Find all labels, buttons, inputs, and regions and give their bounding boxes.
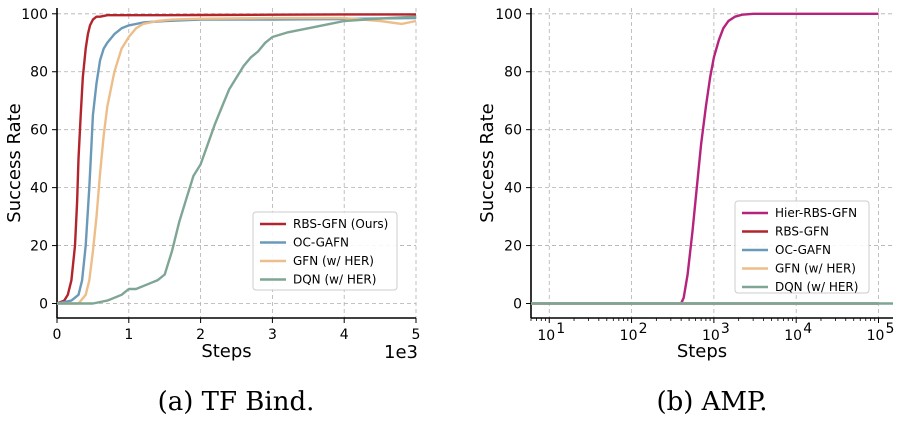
series-line-0	[56, 13, 416, 305]
y-axis-label: Success Rate	[4, 103, 25, 222]
x-tick-label: 1	[124, 327, 133, 343]
x-tick-exponent: 4	[803, 321, 812, 337]
legend-entry: Hier-RBS-GFN	[775, 206, 857, 220]
y-tick-label: 40	[30, 181, 48, 197]
x-axis-label: Steps	[677, 341, 727, 362]
y-tick-label: 0	[39, 297, 48, 313]
y-tick-label: 60	[504, 123, 522, 139]
legend-entry: RBS-GFN (Ours)	[293, 217, 388, 231]
x-scale-label: 1e3	[384, 342, 418, 363]
y-tick-label: 0	[513, 297, 522, 313]
y-tick-label: 20	[504, 239, 522, 255]
x-tick-label: 5	[412, 327, 421, 343]
y-axis-label: Success Rate	[477, 103, 498, 222]
series-line-2	[57, 16, 417, 305]
x-tick-label: 10	[537, 328, 555, 344]
legend-entry: RBS-GFN	[775, 225, 829, 239]
x-tick-label: 4	[340, 327, 349, 343]
x-tick-exponent: 1	[556, 321, 565, 337]
legend: Hier-RBS-GFN RBS-GFN OC-GAFN GFN (w/ HER) DQ…	[734, 200, 870, 294]
y-tick-label: 60	[30, 123, 48, 139]
y-tick-label: 80	[504, 65, 522, 81]
legend-entry: OC-GAFN	[293, 236, 349, 250]
legend-entry: OC-GAFN	[775, 243, 831, 257]
legend: RBS-GFN (Ours) OC-GAFN GFN (w/ HER) DQN (w/…	[252, 211, 398, 291]
x-tick-label: 10	[620, 328, 638, 344]
y-tick-label: 100	[21, 7, 48, 23]
chart-caption: (b) AMP.	[656, 387, 767, 417]
legend-entry: GFN (w/ HER)	[775, 262, 856, 276]
x-tick-label: 10	[867, 328, 885, 344]
legend-box	[734, 200, 870, 294]
y-tick-label: 80	[30, 65, 48, 81]
series-line-0	[531, 12, 879, 305]
y-tick-label: 20	[30, 239, 48, 255]
x-tick-exponent: 2	[639, 321, 648, 337]
x-tick-label: 3	[268, 327, 277, 343]
x-axis-label: Steps	[201, 341, 251, 362]
x-tick-label: 10	[784, 328, 802, 344]
y-tick-label: 40	[504, 181, 522, 197]
x-tick-label: 2	[196, 327, 205, 343]
legend-entry: DQN (w/ HER)	[293, 273, 376, 287]
x-tick-exponent: 5	[886, 321, 895, 337]
x-tick-label: 10	[702, 328, 720, 344]
x-tick-label: 0	[53, 327, 62, 343]
y-tick-label: 100	[495, 7, 522, 23]
series-line-3	[57, 15, 417, 305]
x-tick-exponent: 3	[721, 321, 730, 337]
legend-entry: GFN (w/ HER)	[293, 254, 374, 268]
legend-entry: DQN (w/ HER)	[775, 280, 858, 294]
legend-box	[252, 211, 398, 291]
chart-caption: (a) TF Bind.	[158, 387, 315, 417]
